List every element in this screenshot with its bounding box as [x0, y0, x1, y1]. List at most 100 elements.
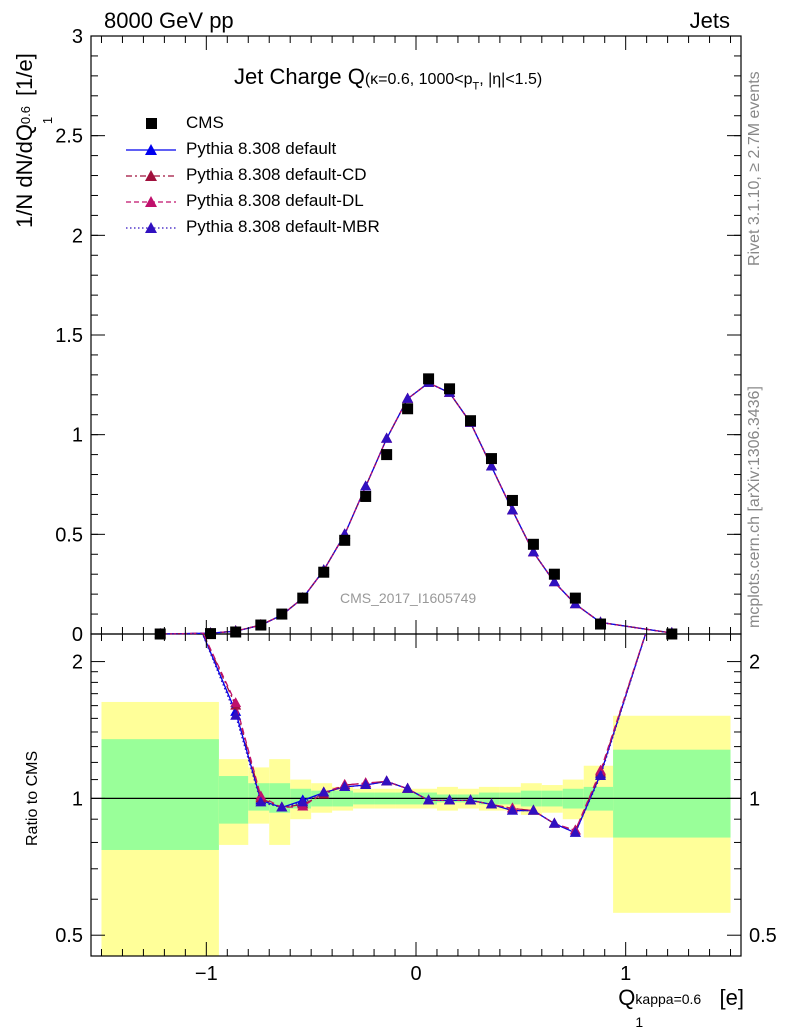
- ratio-series-marker: [485, 798, 497, 809]
- ratio-y-tick-label-right: 0.5: [749, 925, 777, 947]
- ratio-series-line: [202, 634, 647, 832]
- ratio-band-green: [101, 739, 219, 850]
- legend-item-default: Pythia 8.308 default: [120, 138, 420, 162]
- ratio-series-marker: [595, 770, 607, 781]
- ratio-series-marker: [527, 804, 539, 815]
- ratio-series-marker: [548, 817, 560, 828]
- cms-data-point: [205, 628, 217, 640]
- ratio-series-marker: [230, 697, 242, 708]
- cms-data-point: [318, 566, 330, 578]
- energy-label: 8000 GeV pp: [104, 8, 234, 33]
- ratio-y-tick-label-right: 1: [749, 788, 760, 810]
- ratio-series-marker: [339, 780, 351, 791]
- cms-data-point: [666, 628, 678, 640]
- legend-item-cms: CMS: [120, 112, 420, 136]
- ratio-series-marker: [381, 775, 393, 786]
- legend-label-default-mbr: Pythia 8.308 default-MBR: [186, 217, 380, 236]
- main-series-line: [160, 382, 672, 635]
- chart-title-sub-sub: T: [472, 80, 480, 93]
- ratio-series-marker: [423, 794, 435, 805]
- main-y-axis-label-main: 1/N dN/dQ: [12, 124, 37, 228]
- main-panel-series: [154, 373, 678, 640]
- ratio-y-tick-label: 0.5: [55, 925, 83, 947]
- cms-data-point: [527, 538, 539, 550]
- cms-data-point: [381, 449, 393, 461]
- cms-data-point: [276, 608, 288, 620]
- ratio-x-tick-label: 0: [410, 963, 421, 985]
- ratio-band-green: [218, 776, 249, 824]
- ratio-panel-ticks: 0.5 0.5 1 1 2 2 −1 0 1: [55, 634, 777, 985]
- cms-data-point: [423, 373, 435, 385]
- category-label: Jets: [689, 8, 730, 33]
- x-axis-label-tail: [e]: [713, 985, 744, 1010]
- legend-swatch-cms: [146, 118, 157, 129]
- ratio-series-marker: [297, 796, 309, 807]
- cms-data-point: [154, 628, 166, 640]
- ratio-y-tick-label: 1: [72, 788, 83, 810]
- main-y-tick-label: 1.5: [55, 325, 83, 347]
- main-y-tick-label: 1: [72, 425, 83, 447]
- ratio-series-marker: [444, 794, 456, 805]
- ratio-series-marker: [402, 782, 414, 793]
- main-y-tick-label: 3: [72, 26, 83, 48]
- ratio-series-marker: [276, 801, 288, 812]
- cms-data-point: [595, 618, 607, 630]
- cms-data-point: [402, 403, 414, 415]
- cms-data-point: [230, 626, 242, 638]
- mcplots-label: mcplots.cern.ch [arXiv:1306.3436]: [746, 386, 763, 628]
- legend-label-default-cd: Pythia 8.308 default-CD: [186, 165, 367, 184]
- legend-label-default-dl: Pythia 8.308 default-DL: [186, 191, 364, 210]
- main-series-marker: [360, 480, 372, 491]
- cms-data-point: [485, 453, 497, 465]
- legend-swatch-default-dl: [126, 196, 176, 207]
- ratio-uncertainty-bands: [101, 701, 731, 956]
- legend-item-default-cd: Pythia 8.308 default-CD: [120, 164, 420, 188]
- main-panel-ticks: 0 0.5 1 1.5 2 2.5 3: [55, 26, 741, 646]
- main-series-marker: [381, 432, 393, 443]
- cms-data-point: [569, 592, 581, 604]
- analysis-label: CMS_2017_I1605749: [340, 590, 477, 606]
- chart-title-sub: (κ=0.6, 1000<p: [364, 71, 473, 88]
- ratio-y-tick-label-right: 2: [749, 652, 760, 674]
- ratio-panel-series: [201, 634, 647, 837]
- legend-label-default: Pythia 8.308 default: [186, 139, 337, 158]
- main-y-axis-label-sup: 0.6: [18, 105, 33, 125]
- cms-data-point: [255, 619, 267, 631]
- x-axis-label-main: Q: [618, 985, 636, 1010]
- cms-data-point: [465, 415, 477, 427]
- ratio-series-marker: [465, 794, 477, 805]
- rivet-label: Rivet 3.1.10, ≥ 2.7M events: [746, 71, 763, 266]
- ratio-band-green: [613, 749, 731, 838]
- ratio-series-marker: [230, 709, 242, 720]
- cms-data-point: [339, 534, 351, 546]
- main-series-marker: [527, 546, 539, 557]
- ratio-x-tick-label: 1: [620, 963, 631, 985]
- main-y-tick-label: 0: [72, 624, 83, 646]
- ratio-x-tick-label: −1: [195, 963, 218, 985]
- x-axis-label-sup: kappa=0.6: [635, 991, 702, 1007]
- main-series-marker: [402, 392, 414, 403]
- cms-data-point: [506, 494, 518, 506]
- ratio-series-marker: [569, 826, 581, 837]
- cms-data-point: [548, 568, 560, 580]
- main-series-marker: [506, 504, 518, 515]
- ratio-series-marker: [360, 779, 372, 790]
- main-y-tick-label: 2.5: [55, 126, 83, 148]
- ratio-y-axis-label: Ratio to CMS: [24, 750, 41, 846]
- x-axis-label-sub: 1: [635, 1014, 644, 1030]
- main-series-marker: [485, 460, 497, 471]
- ratio-series-line: [201, 634, 647, 834]
- main-series-marker: [548, 576, 560, 587]
- main-y-tick-label: 0.5: [55, 524, 83, 546]
- cms-data-point: [360, 490, 372, 502]
- main-y-tick-label: 2: [72, 225, 83, 247]
- chart-title-main: Jet Charge Q: [234, 64, 365, 89]
- legend-swatch-default: [126, 144, 176, 155]
- main-y-axis-label: 1/N dN/dQ 0.6 1 [1/e]: [12, 53, 55, 228]
- ratio-series-marker: [255, 790, 267, 801]
- main-y-axis-label-sub: 1: [40, 116, 55, 125]
- cms-data-point: [444, 383, 456, 395]
- legend-swatch-default-cd: [126, 170, 176, 181]
